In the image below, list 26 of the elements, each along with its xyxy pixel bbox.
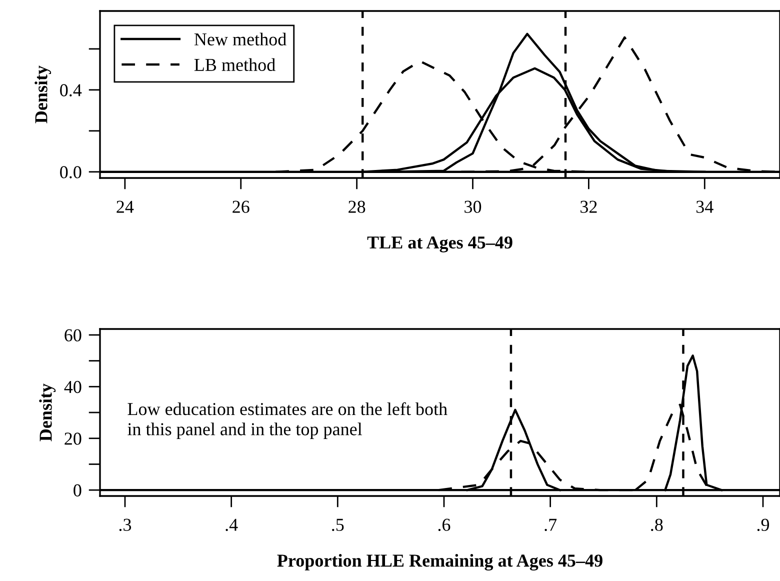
x-tick-label: .6 — [438, 518, 450, 532]
x-tick-label: 30 — [464, 200, 482, 213]
annotation: Low education estimates are on the left both in this panel and in the top panel — [128, 402, 448, 439]
legend-label: New method — [194, 32, 286, 46]
y-tick-label: 40 — [64, 380, 82, 394]
y-tick-label: 0.0 — [60, 166, 82, 178]
x-axis-title: Proportion HLE Remaining at Ages 45–49 — [277, 554, 602, 571]
y-tick-label: 60 — [64, 329, 82, 342]
x-tick-label: 34 — [696, 200, 714, 213]
x-tick-label: .7 — [544, 518, 557, 532]
y-axis-title: Density — [34, 66, 52, 124]
x-axis-title: TLE at Ages 45–49 — [367, 236, 512, 252]
x-tick-label: .4 — [226, 518, 238, 532]
y-axis-title: Density — [39, 384, 56, 442]
x-tick-label: 32 — [580, 200, 597, 213]
x-tick-label: .3 — [119, 518, 132, 532]
x-tick-label: 24 — [116, 200, 134, 213]
x-tick-label: .5 — [332, 518, 344, 532]
y-tick-label: 0 — [74, 484, 82, 496]
y-tick-label: 0.4 — [60, 84, 82, 96]
x-tick-label: .8 — [651, 518, 663, 532]
x-tick-label: .9 — [757, 518, 770, 532]
x-tick-label: 28 — [348, 200, 366, 213]
legend-label: LB method — [194, 58, 276, 71]
y-tick-label: 20 — [64, 432, 82, 445]
x-tick-label: 26 — [232, 200, 250, 213]
